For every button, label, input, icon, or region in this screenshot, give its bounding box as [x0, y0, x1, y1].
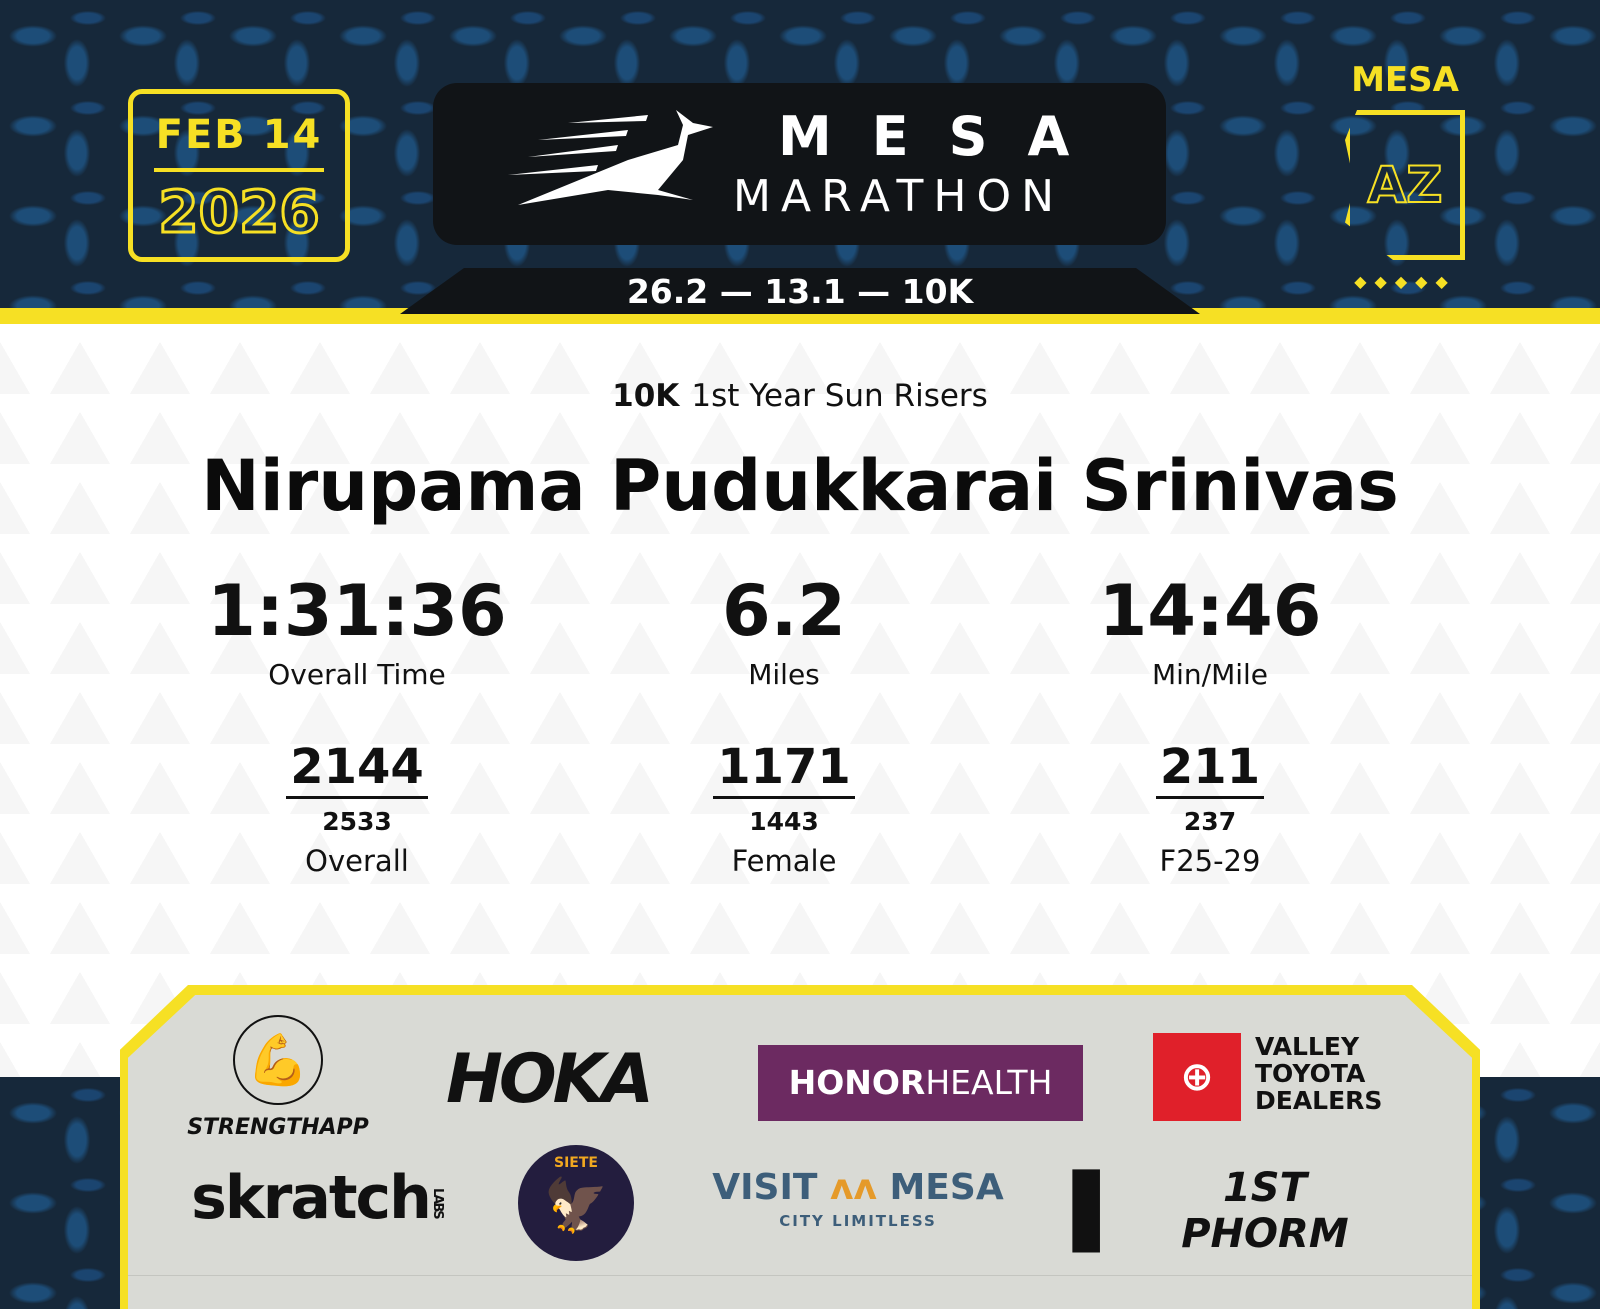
- stat-miles: 6.2 Miles 1171 1443 Female: [574, 570, 994, 878]
- division-name: 1st Year Sun Risers: [691, 378, 988, 414]
- race-year: 2026: [157, 177, 321, 248]
- sponsor-hoka: HOKA: [445, 1040, 654, 1119]
- stat-label: Overall Time: [268, 658, 446, 691]
- sponsor-label: CITY LIMITLESS: [779, 1212, 937, 1230]
- sponsor-label: MESA: [889, 1167, 1004, 1208]
- state-label: AZ: [1367, 155, 1444, 215]
- divider: [154, 168, 324, 172]
- runner-name: Nirupama Pudukkarai Srinivas: [201, 445, 1399, 527]
- phorm-logo-icon: ▌: [1073, 1170, 1127, 1252]
- header-stripe: [0, 308, 1600, 324]
- rank-place: 2144: [286, 738, 428, 799]
- rank-label: Overall: [305, 844, 409, 878]
- sponsor-visit-mesa: VISIT ᴧᴧ MESA CITY LIMITLESS: [698, 1167, 1018, 1230]
- stat-label: Miles: [748, 658, 820, 691]
- stat-overall-time: 1:31:36 Overall Time 2144 2533 Overall: [147, 570, 567, 878]
- rank-label: Female: [731, 844, 837, 878]
- race-category: 10K 1st Year Sun Risers: [0, 378, 1600, 414]
- roadrunner-icon: [508, 110, 713, 205]
- sponsor-label: STRENGTHAPP: [187, 1115, 369, 1140]
- sponsor-valley-toyota: ⊕ VALLEY TOYOTA DEALERS: [1153, 1033, 1403, 1121]
- sponsor-siete: SIETE 🦅: [518, 1145, 634, 1261]
- race-name: 10K: [612, 378, 680, 414]
- sponsor-label: HEALTH: [925, 1063, 1053, 1102]
- stat-value: 1:31:36: [207, 570, 507, 652]
- rank-total: 237: [1183, 807, 1237, 836]
- stat-value: 6.2: [721, 570, 846, 652]
- diamond-dots-icon: ◆◆◆◆◆: [1354, 272, 1456, 291]
- city-label: MESA: [1351, 60, 1459, 100]
- sponsor-label: HONOR: [788, 1063, 926, 1102]
- sponsor-strengthapp: 💪 STRENGTHAPP: [183, 1015, 373, 1140]
- sponsor-honorhealth: HONORHEALTH: [758, 1045, 1083, 1121]
- sponsor-label: VISIT: [712, 1167, 818, 1208]
- sponsor-panel: 💪 STRENGTHAPP HOKA HONORHEALTH ⊕ VALLEY …: [120, 985, 1480, 1309]
- arizona-outline-icon: AZ: [1345, 110, 1465, 260]
- arizona-badge: MESA AZ ◆◆◆◆◆: [1330, 60, 1480, 291]
- sponsor-label: VALLEY TOYOTA DEALERS: [1255, 1032, 1383, 1115]
- logo-marathon: MARATHON: [733, 171, 1065, 222]
- rank-total: 2533: [322, 807, 392, 836]
- date-badge: FEB 14 2026: [128, 89, 350, 262]
- rank-place: 1171: [713, 738, 855, 799]
- bicep-icon: 💪: [233, 1015, 323, 1105]
- sponsor-1st-phorm: ▌ 1ST PHORM: [1073, 1165, 1393, 1257]
- content-background: [0, 324, 1600, 1077]
- sponsor-label: SIETE: [554, 1155, 598, 1171]
- rank-label: F25-29: [1159, 844, 1261, 878]
- sponsor-label: skratch: [191, 1163, 432, 1233]
- race-date: FEB 14: [155, 112, 323, 158]
- rank-place: 211: [1155, 738, 1265, 799]
- stat-value: 14:46: [1098, 570, 1322, 652]
- eagle-icon: 🦅: [543, 1176, 609, 1236]
- stat-label: Min/Mile: [1151, 658, 1269, 691]
- divider: [128, 1275, 1472, 1276]
- logo-mesa: MESA: [778, 105, 1110, 168]
- stat-pace: 14:46 Min/Mile 211 237 F25-29: [1000, 570, 1420, 878]
- toyota-logo-icon: ⊕: [1153, 1033, 1241, 1121]
- rank-total: 1443: [749, 807, 819, 836]
- sponsor-skratch: skratchLABS: [188, 1163, 448, 1233]
- sponsor-label: 1ST PHORM: [1181, 1165, 1349, 1257]
- sponsor-label: LABS: [429, 1188, 445, 1218]
- race-distances: 26.2 — 13.1 — 10K: [400, 268, 1200, 314]
- mesa-marathon-logo: MESA MARATHON: [433, 83, 1166, 245]
